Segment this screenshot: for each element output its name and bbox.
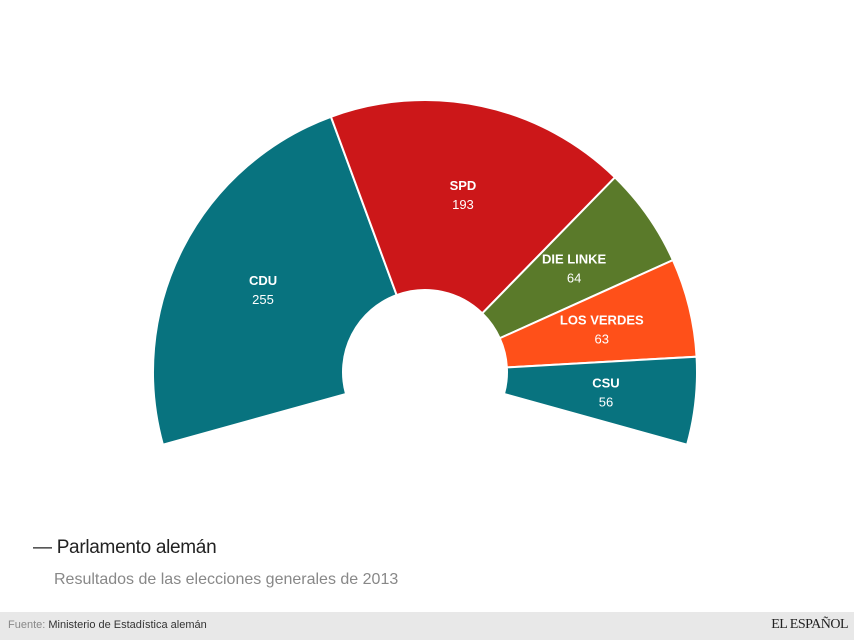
value-die-linke: 64 bbox=[567, 271, 581, 286]
chart-title-text: Parlamento alemán bbox=[56, 537, 217, 558]
source-text: Ministerio de Estadística alemán bbox=[48, 619, 207, 631]
value-csu: 56 bbox=[599, 394, 613, 409]
chart-subtitle: Resultados de las elecciones generales d… bbox=[54, 571, 399, 588]
label-los-verdes: LOS VERDES bbox=[560, 313, 644, 328]
footer: Fuente: Ministerio de Estadística alemán… bbox=[0, 612, 854, 640]
slice-csu bbox=[502, 355, 698, 446]
label-die-linke: DIE LINKE bbox=[542, 252, 607, 267]
source-label: Fuente: bbox=[8, 619, 46, 631]
value-spd: 193 bbox=[452, 197, 474, 212]
label-spd: SPD bbox=[450, 178, 477, 193]
value-cdu: 255 bbox=[252, 292, 274, 307]
label-cdu: CDU bbox=[249, 273, 277, 288]
source: Fuente: Ministerio de Estadística alemán bbox=[8, 619, 207, 631]
value-los-verdes: 63 bbox=[595, 332, 609, 347]
chart-title: — Parlamento alemán bbox=[33, 537, 217, 558]
slice-spd bbox=[329, 99, 617, 315]
parliament-chart: CDU 255 SPD 193 DIE LINKE 64 LOS VERDES 63 CSU 56 bbox=[152, 99, 698, 446]
el-espanol-logo: EL ESPAÑOL bbox=[771, 617, 848, 632]
label-csu: CSU bbox=[592, 375, 619, 390]
slice-cdu bbox=[152, 115, 398, 446]
